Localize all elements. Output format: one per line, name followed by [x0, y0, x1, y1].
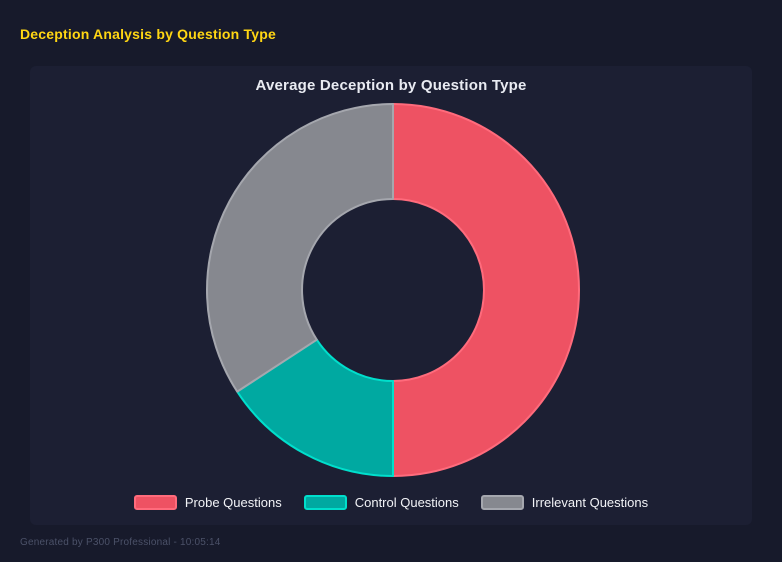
legend-item-control-questions[interactable]: Control Questions: [303, 495, 459, 510]
page-title: Deception Analysis by Question Type: [20, 26, 276, 42]
page-header: Deception Analysis by Question Type: [20, 26, 276, 42]
slice-irrelevant-questions[interactable]: [206, 103, 394, 393]
slice-probe-questions[interactable]: [392, 103, 580, 477]
legend-label-probe: Probe Questions: [184, 495, 282, 510]
legend-item-probe-questions[interactable]: Probe Questions: [133, 495, 282, 510]
legend-swatch-probe: [133, 495, 177, 510]
legend-swatch-control: [303, 495, 347, 510]
slice-control-questions[interactable]: [236, 338, 394, 477]
chart-title: Average Deception by Question Type: [255, 77, 527, 94]
footer-caption: Generated by P300 Professional - 10:05:1…: [20, 537, 221, 548]
chart-legend: Probe Questions Control Questions Irrele…: [30, 495, 752, 510]
legend-label-control: Control Questions: [354, 495, 459, 510]
chart-panel: Average Deception by Question Type Probe…: [30, 66, 752, 525]
legend-item-irrelevant-questions[interactable]: Irrelevant Questions: [480, 495, 649, 510]
doughnut-chart[interactable]: [30, 66, 752, 525]
legend-swatch-irrelevant: [480, 495, 524, 510]
legend-label-irrelevant: Irrelevant Questions: [531, 495, 649, 510]
